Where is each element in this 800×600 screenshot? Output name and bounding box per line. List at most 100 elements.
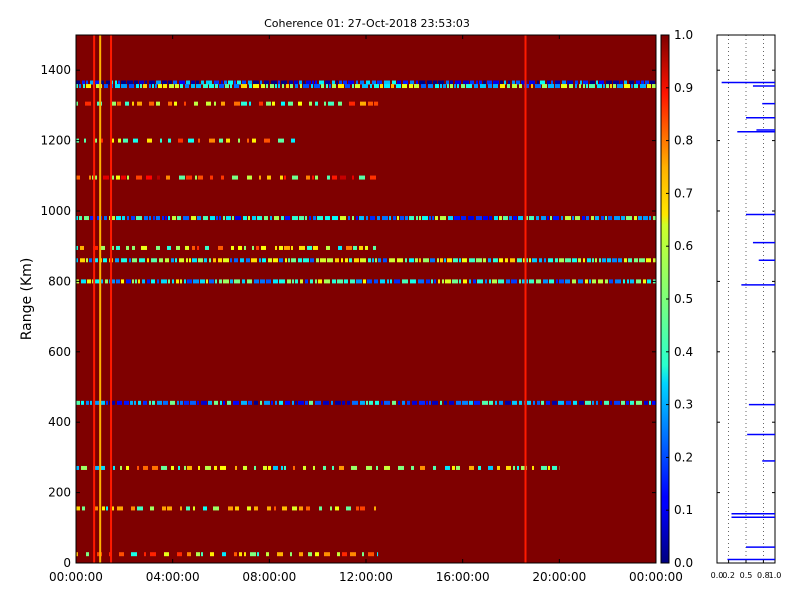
heatmap-cell: [539, 258, 542, 263]
colorbar-tick-label: 0.9: [674, 81, 693, 95]
heatmap-cell: [548, 465, 550, 470]
heatmap-cell: [339, 465, 344, 470]
heatmap-cell: [254, 400, 258, 405]
heatmap-cell: [90, 80, 94, 85]
heatmap-cell: [309, 400, 313, 405]
heatmap-cell: [474, 400, 480, 405]
heatmap-cell: [482, 400, 488, 405]
heatmap-cell: [405, 258, 407, 263]
heatmap-cell: [277, 552, 283, 557]
heatmap-cell: [126, 245, 129, 250]
heatmap-cell: [253, 84, 259, 89]
heatmap-cell: [624, 80, 627, 85]
heatmap-cell: [162, 506, 166, 511]
heatmap-cell: [350, 279, 355, 284]
heatmap-cell: [213, 258, 216, 263]
heatmap-cell: [224, 80, 227, 85]
heatmap-cell: [462, 258, 467, 263]
heatmap-cell: [626, 216, 632, 221]
heatmap-cell: [143, 400, 147, 405]
heatmap-cell: [136, 84, 139, 89]
heatmap-cell: [473, 279, 476, 284]
heatmap-cell: [483, 216, 488, 221]
heatmap-cell: [582, 216, 585, 221]
heatmap-cell: [359, 216, 364, 221]
heatmap-cell: [203, 84, 208, 89]
heatmap-cell: [81, 279, 86, 284]
heatmap-cell: [227, 400, 231, 405]
heatmap-cell: [115, 80, 117, 85]
heatmap-cell: [234, 101, 240, 106]
heatmap-cell: [409, 216, 414, 221]
heatmap-cell: [454, 84, 456, 89]
x-tick-label: 00:00:00: [49, 570, 103, 584]
heatmap-cell: [281, 80, 287, 85]
heatmap-cell: [653, 216, 656, 221]
heatmap-cell: [559, 258, 564, 263]
heatmap-cell: [230, 279, 233, 284]
heatmap-cell: [575, 84, 577, 89]
heatmap-cell: [419, 80, 425, 85]
heatmap-cell: [348, 80, 354, 85]
heatmap-cell: [578, 258, 581, 263]
heatmap-cell: [143, 84, 147, 89]
heatmap-cell: [105, 279, 108, 284]
colorbar-tick-label: 0.3: [674, 398, 693, 412]
heatmap-cell: [248, 400, 252, 405]
heatmap-cell: [517, 258, 522, 263]
heatmap-cell: [355, 84, 360, 89]
heatmap-cell: [206, 80, 212, 85]
heatmap-cell: [267, 175, 271, 180]
heatmap-cell: [273, 279, 278, 284]
heatmap-cell: [377, 552, 379, 557]
heatmap-cell: [235, 465, 237, 470]
heatmap-cell: [186, 258, 188, 263]
heatmap-cell: [444, 258, 446, 263]
heatmap-cell: [198, 138, 200, 143]
heatmap-cell: [285, 400, 290, 405]
heatmap-cell: [196, 552, 200, 557]
heatmap-cell: [483, 80, 486, 85]
heatmap-cell: [457, 84, 459, 89]
heatmap-cell: [347, 400, 350, 405]
heatmap-cell: [595, 258, 597, 263]
heatmap-cell: [572, 279, 576, 284]
heatmap-cell: [332, 216, 338, 221]
heatmap-cell: [124, 400, 129, 405]
heatmap-cell: [144, 216, 148, 221]
heatmap-cell: [354, 258, 359, 263]
heatmap-cell: [646, 258, 651, 263]
heatmap-cell: [127, 80, 133, 85]
heatmap-cell: [410, 80, 414, 85]
heatmap-cell: [476, 258, 482, 263]
heatmap-cell: [180, 84, 183, 89]
heatmap-cell: [131, 506, 135, 511]
heatmap-cell: [392, 400, 396, 405]
heatmap-cell: [610, 84, 612, 89]
heatmap-cell: [215, 84, 218, 89]
heatmap-cell: [620, 80, 623, 85]
side-x-tick-label: 0.0: [711, 571, 724, 580]
heatmap-cell: [299, 245, 305, 250]
heatmap-cell: [84, 138, 86, 143]
heatmap-cell: [469, 258, 475, 263]
heatmap-cell: [461, 216, 466, 221]
heatmap-cell: [360, 101, 366, 106]
heatmap-cell: [203, 506, 207, 511]
heatmap-cell: [122, 216, 125, 221]
heatmap-cell: [284, 175, 286, 180]
heatmap-cell: [397, 80, 401, 85]
heatmap-cell: [280, 175, 283, 180]
heatmap-cell: [201, 400, 207, 405]
heatmap-cell: [196, 80, 199, 85]
heatmap-cell: [336, 80, 338, 85]
heatmap-cell: [487, 80, 492, 85]
heatmap-cell: [419, 216, 421, 221]
heatmap-cell: [445, 279, 451, 284]
heatmap-cell: [597, 84, 602, 89]
heatmap-vertical-band: [524, 35, 527, 563]
heatmap-cell: [76, 258, 78, 263]
heatmap-cell: [127, 175, 129, 180]
heatmap-cell: [266, 84, 268, 89]
heatmap-cell: [389, 258, 395, 263]
